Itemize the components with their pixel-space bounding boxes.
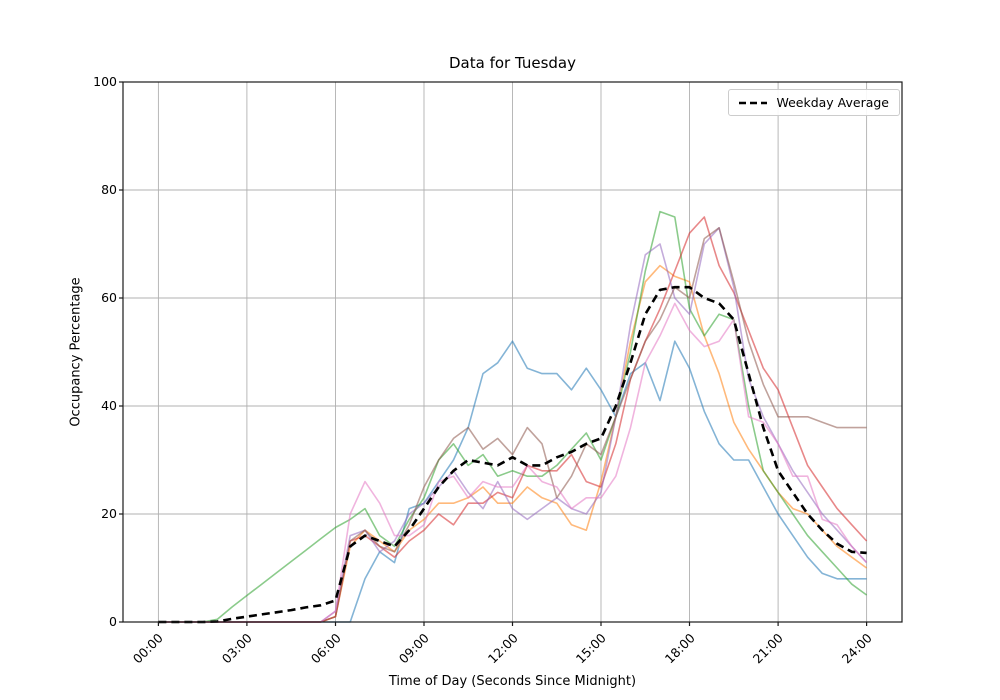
series-tuesday-line-green — [158, 210, 868, 623]
legend: Weekday Average — [728, 89, 900, 116]
y-tick-label: 60 — [101, 290, 117, 305]
legend-dash-icon — [739, 101, 768, 104]
y-tick-label: 40 — [101, 398, 117, 413]
x-axis-label: Time of Day (Seconds Since Midnight) — [388, 674, 637, 689]
y-tick-label: 80 — [101, 182, 117, 197]
y-tick-label: 100 — [93, 74, 117, 89]
y-tick-label: 20 — [101, 506, 117, 521]
chart-title: Data for Tuesday — [448, 54, 576, 72]
legend-label: Weekday Average — [776, 95, 889, 110]
y-tick-label: 0 — [109, 614, 117, 629]
series-weekday-average — [158, 285, 867, 624]
